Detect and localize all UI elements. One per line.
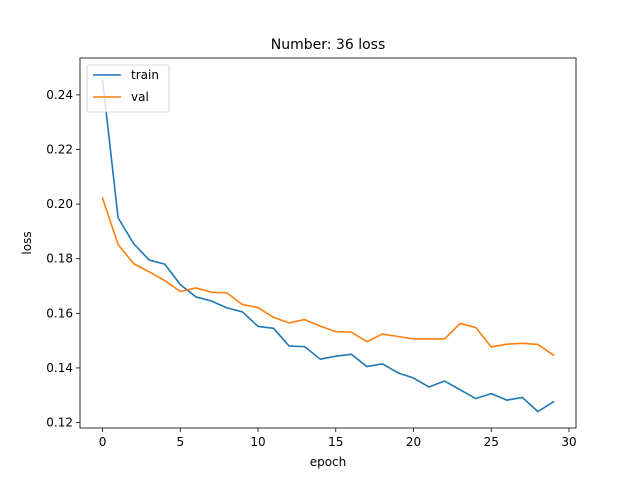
y-tick-label: 0.14 [46, 361, 73, 375]
x-tick-label: 5 [176, 435, 184, 449]
y-tick-label: 0.22 [46, 142, 73, 156]
series-layer [101, 78, 555, 413]
x-tick-label: 30 [561, 435, 576, 449]
x-tick-label: 15 [328, 435, 343, 449]
y-tick-label: 0.16 [46, 306, 73, 320]
legend: train val [86, 64, 170, 113]
plot-area [80, 58, 576, 428]
x-axis-label: epoch [310, 455, 347, 469]
legend-box [86, 64, 170, 113]
y-tick-label: 0.20 [46, 197, 73, 211]
legend-label-val: val [131, 90, 149, 104]
x-axis-ticks: 0 5 10 15 20 25 30 [99, 428, 577, 449]
y-tick-label: 0.12 [46, 416, 73, 430]
series-line-train [101, 78, 555, 413]
legend-label-train: train [131, 68, 159, 82]
y-axis-label: loss [20, 231, 34, 254]
y-tick-label: 0.18 [46, 252, 73, 266]
chart-title: Number: 36 loss [271, 37, 385, 53]
y-tick-label: 0.24 [46, 88, 73, 102]
x-tick-label: 0 [99, 435, 107, 449]
series-line-val [101, 197, 555, 357]
x-tick-label: 20 [406, 435, 421, 449]
x-tick-label: 25 [484, 435, 499, 449]
plot-frame [79, 57, 577, 429]
x-tick-label: 10 [250, 435, 265, 449]
y-axis-ticks: 0.12 0.14 0.16 0.18 0.20 0.22 0.24 [46, 88, 80, 430]
